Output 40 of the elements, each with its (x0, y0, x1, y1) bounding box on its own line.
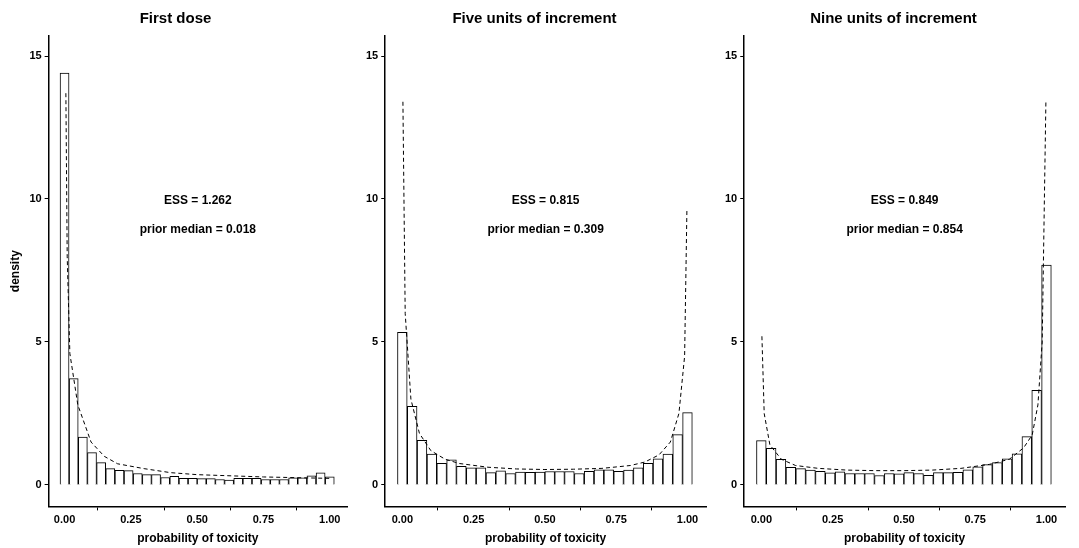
annotation: ESS = 1.262 (163, 192, 232, 207)
annotation: prior median = 0.309 (487, 221, 605, 236)
y-tick-label: 5 (35, 335, 42, 348)
x-tick-label: 0.00 (53, 513, 76, 526)
x-axis-title: probability of toxicity (137, 531, 259, 546)
x-tick-label: 0.00 (750, 513, 773, 526)
y-tick-label: 10 (365, 192, 379, 205)
y-tick-label: 15 (724, 49, 738, 62)
x-tick-label: 0.25 (120, 513, 142, 526)
y-tick-label: 10 (29, 192, 42, 205)
x-tick-label: 0.75 (252, 513, 275, 526)
x-tick-label: 0.50 (534, 513, 556, 526)
chart-title: Nine units of increment (810, 9, 977, 27)
y-tick-label: 15 (29, 49, 42, 62)
x-tick-label: 0.75 (964, 513, 986, 526)
x-tick-label: 0.50 (186, 513, 208, 526)
x-tick-label: 1.00 (676, 513, 699, 526)
y-tick-label: 15 (365, 49, 379, 62)
y-tick-label: 5 (731, 335, 738, 348)
x-tick-label: 1.00 (1035, 513, 1058, 526)
x-axis-title: probability of toxicity (484, 531, 607, 546)
annotation: ESS = 0.849 (870, 192, 939, 207)
y-tick-label: 0 (731, 477, 738, 490)
chart-title: First dose (139, 9, 212, 27)
y-tick-label: 10 (724, 192, 738, 205)
x-tick-label: 0.00 (391, 513, 414, 526)
chart-title: Five units of increment (452, 9, 617, 27)
y-axis-title: density (7, 249, 22, 293)
x-tick-label: 0.25 (462, 513, 485, 526)
annotation: prior median = 0.018 (139, 221, 257, 236)
x-tick-label: 0.25 (821, 513, 844, 526)
x-tick-label: 0.75 (605, 513, 627, 526)
x-tick-label: 0.50 (893, 513, 915, 526)
x-tick-label: 1.00 (319, 513, 341, 526)
annotation: prior median = 0.854 (846, 221, 964, 236)
annotation: ESS = 0.815 (511, 192, 580, 207)
y-tick-label: 0 (35, 477, 42, 490)
x-axis-title: probability of toxicity (843, 531, 966, 546)
y-tick-label: 0 (372, 477, 379, 490)
y-tick-label: 5 (372, 335, 379, 348)
